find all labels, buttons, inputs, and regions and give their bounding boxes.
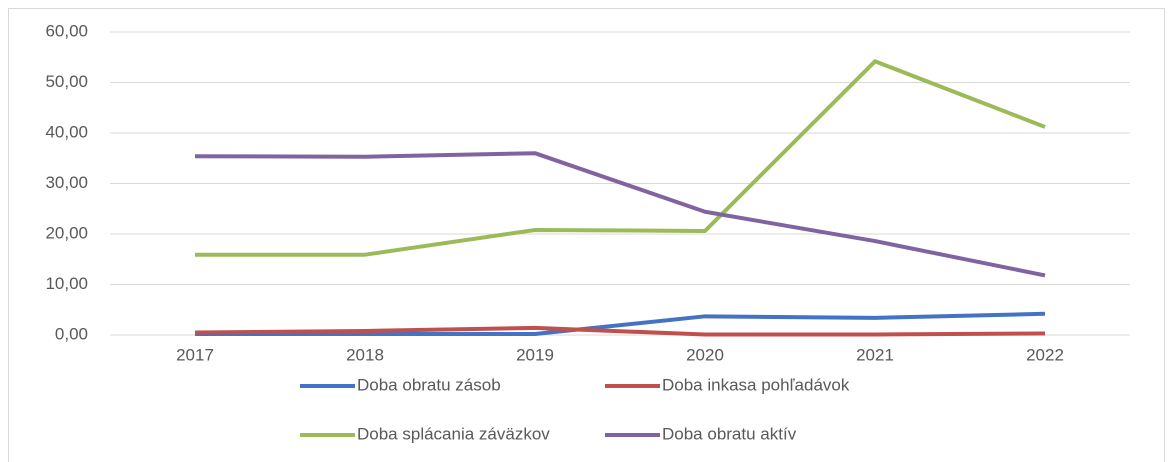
x-tick-label: 2017 bbox=[176, 345, 214, 364]
y-tick-label: 50,00 bbox=[45, 72, 88, 91]
legend-label: Doba splácania záväzkov bbox=[357, 424, 550, 443]
y-tick-label: 40,00 bbox=[45, 122, 88, 141]
y-tick-label: 60,00 bbox=[45, 21, 88, 40]
y-tick-label: 10,00 bbox=[45, 274, 88, 293]
legend-label: Doba obratu aktív bbox=[662, 424, 797, 443]
chart-frame bbox=[8, 8, 1165, 462]
series-line bbox=[195, 59, 1046, 257]
legend-label: Doba obratu zásob bbox=[357, 375, 501, 394]
series-line bbox=[194, 151, 1046, 278]
y-tick-label: 30,00 bbox=[45, 173, 88, 192]
x-tick-label: 2021 bbox=[856, 345, 894, 364]
series-line bbox=[194, 325, 1046, 337]
y-tick-label: 0,00 bbox=[55, 324, 88, 343]
x-tick-label: 2019 bbox=[516, 345, 554, 364]
legend-label: Doba inkasa pohľadávok bbox=[662, 375, 850, 394]
y-tick-label: 20,00 bbox=[45, 223, 88, 242]
x-tick-label: 2018 bbox=[346, 345, 384, 364]
x-tick-label: 2022 bbox=[1026, 345, 1064, 364]
series-line bbox=[195, 311, 1046, 336]
x-tick-label: 2020 bbox=[686, 345, 724, 364]
